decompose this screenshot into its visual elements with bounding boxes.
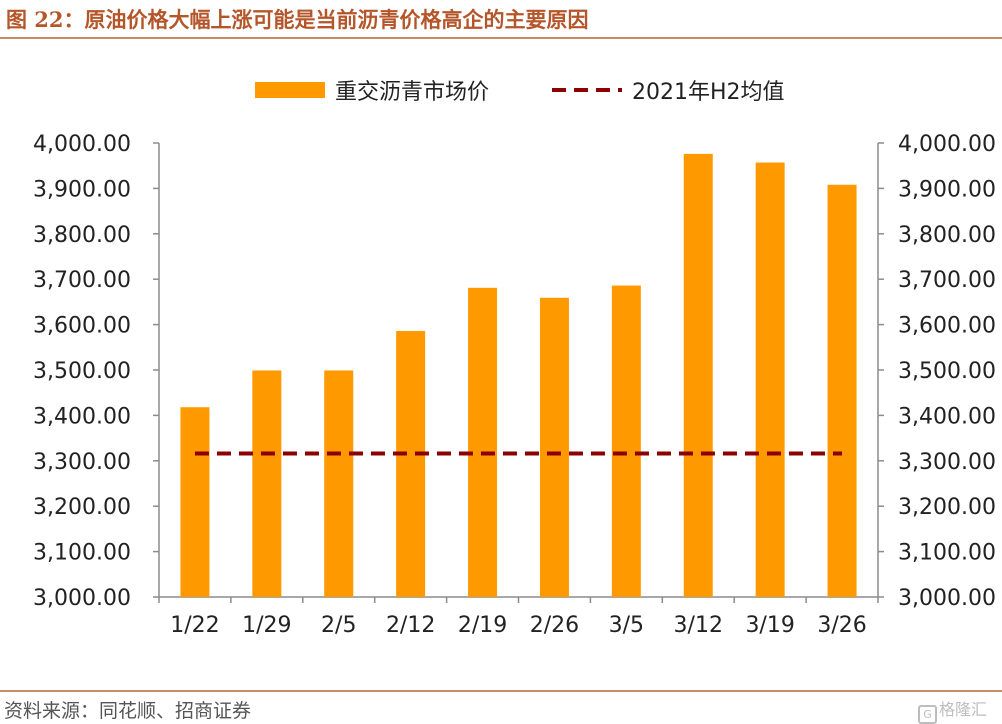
bar — [827, 184, 857, 597]
right-tick-label: 3,300.00 — [898, 450, 996, 475]
bar — [180, 407, 210, 597]
x-tick-label: 2/26 — [530, 613, 579, 638]
footer-divider — [0, 690, 1002, 692]
x-tick-label: 2/19 — [458, 613, 507, 638]
title-divider — [0, 37, 1002, 39]
left-tick-label: 3,800.00 — [33, 223, 131, 248]
x-tick-label: 2/5 — [321, 613, 356, 638]
axes: 3,000.00 3,000.00 3,100.00 3,100.00 3,200.00… — [33, 132, 996, 638]
bar — [683, 153, 713, 597]
left-tick-label: 3,200.00 — [33, 495, 131, 520]
right-tick-label: 3,800.00 — [898, 223, 996, 248]
watermark-text: 格隆汇 — [939, 700, 988, 719]
left-tick-label: 3,100.00 — [33, 541, 131, 566]
watermark-logo-icon: G — [918, 705, 937, 724]
left-tick-label: 3,500.00 — [33, 359, 131, 384]
legend: 重交沥青市场价 2021年H2均值 — [255, 80, 785, 105]
watermark: G 格隆汇 — [918, 696, 987, 724]
left-tick-label: 3,400.00 — [33, 404, 131, 429]
right-tick-label: 3,200.00 — [898, 495, 996, 520]
x-tick-label: 3/26 — [817, 613, 866, 638]
left-tick-label: 4,000.00 — [33, 132, 131, 157]
bar — [396, 330, 426, 597]
left-tick-label: 3,600.00 — [33, 314, 131, 339]
legend-label-bar: 重交沥青市场价 — [335, 80, 489, 105]
bar-series — [180, 153, 857, 597]
x-tick-label: 1/29 — [242, 613, 291, 638]
bar — [539, 297, 569, 597]
right-tick-label: 3,600.00 — [898, 314, 996, 339]
left-tick-label: 3,900.00 — [33, 177, 131, 202]
right-tick-label: 4,000.00 — [898, 132, 996, 157]
bar — [468, 287, 498, 597]
chart: 重交沥青市场价 2021年H2均值 3,000.00 3,000.00 3,100.… — [33, 80, 996, 638]
bar — [755, 162, 785, 597]
right-tick-label: 3,500.00 — [898, 359, 996, 384]
left-tick-label: 3,300.00 — [33, 450, 131, 475]
x-tick-label: 3/12 — [674, 613, 723, 638]
left-tick-label: 3,700.00 — [33, 268, 131, 293]
left-tick-label: 3,000.00 — [33, 586, 131, 611]
x-tick-label: 2/12 — [386, 613, 435, 638]
x-tick-label: 3/5 — [609, 613, 644, 638]
x-tick-label: 3/19 — [745, 613, 794, 638]
right-tick-label: 3,400.00 — [898, 404, 996, 429]
x-tick-label: 1/22 — [170, 613, 219, 638]
bar — [324, 370, 354, 597]
right-tick-label: 3,900.00 — [898, 177, 996, 202]
right-tick-label: 3,000.00 — [898, 586, 996, 611]
right-tick-label: 3,100.00 — [898, 541, 996, 566]
legend-label-line: 2021年H2均值 — [632, 80, 785, 105]
bar — [611, 285, 641, 597]
bar — [252, 370, 282, 597]
source-note: 资料来源：同花顺、招商证券 — [4, 700, 252, 722]
right-tick-label: 3,700.00 — [898, 268, 996, 293]
legend-swatch-bar — [255, 82, 325, 98]
figure-title: 图 22：原油价格大幅上涨可能是当前沥青价格高企的主要原因 — [6, 7, 589, 32]
